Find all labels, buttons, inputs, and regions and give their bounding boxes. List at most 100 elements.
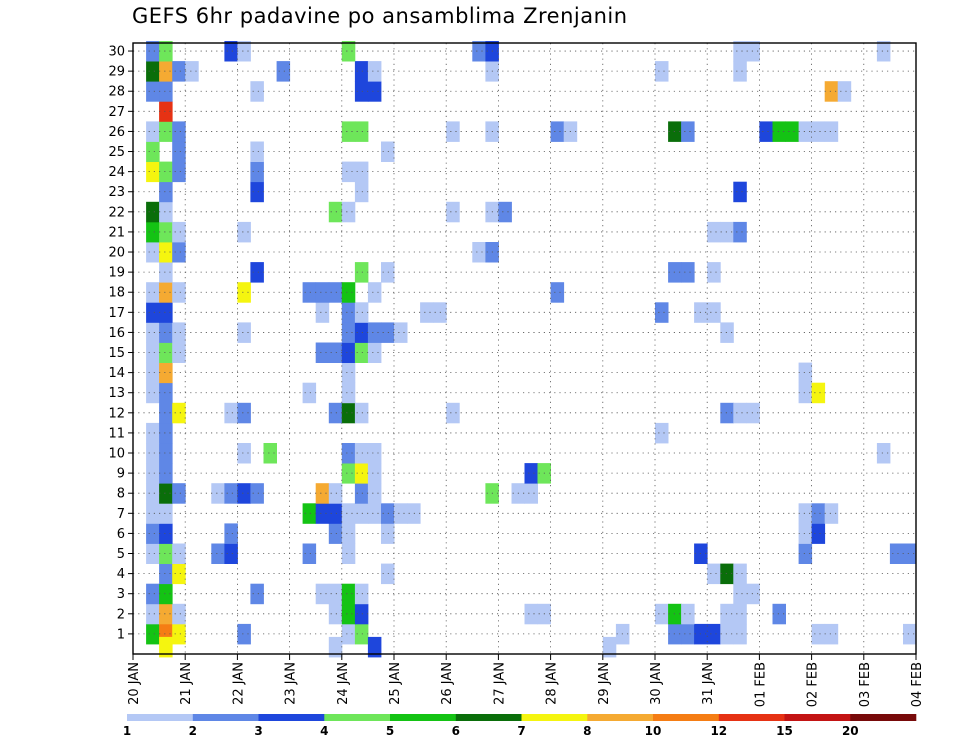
heatmap-cell (159, 603, 173, 625)
heatmap-cell (733, 402, 747, 424)
heatmap-cell (146, 603, 160, 625)
heatmap-cell (367, 503, 382, 524)
heatmap-cell (524, 463, 538, 484)
colorbar-swatch (784, 714, 851, 721)
heatmap-cell (159, 422, 173, 444)
y-tick-label: 13 (108, 386, 125, 401)
heatmap-cell (146, 443, 160, 464)
heatmap-cell (759, 121, 773, 142)
heatmap-cell (381, 141, 395, 162)
heatmap-cell (367, 636, 382, 658)
heatmap-cell (381, 523, 395, 544)
heatmap-cell (354, 342, 369, 363)
heatmap-cell (811, 623, 826, 645)
heatmap-cell (237, 221, 251, 243)
y-tick-label: 25 (108, 145, 125, 160)
colorbar-label: 2 (189, 724, 197, 738)
heatmap-cell (420, 302, 434, 323)
y-tick-label: 4 (117, 567, 125, 582)
heatmap-cell (172, 61, 186, 82)
heatmap-cell (237, 322, 251, 343)
heatmap-cell (354, 463, 369, 484)
colorbar-label: 10 (645, 724, 662, 738)
heatmap-cell (315, 503, 330, 524)
heatmap-cell (315, 583, 330, 605)
heatmap-cell (341, 543, 356, 564)
y-tick-label: 17 (108, 306, 125, 321)
heatmap-cell (524, 483, 538, 504)
heatmap-cell (746, 402, 760, 424)
heatmap-cell (524, 603, 538, 625)
heatmap-cell (720, 322, 734, 343)
x-tick-label: 28 JAN (545, 662, 560, 705)
heatmap-cell (733, 563, 747, 585)
x-tick-label: 26 JAN (440, 662, 455, 705)
heatmap-cell (237, 443, 251, 464)
heatmap-cell (446, 201, 460, 223)
colorbar-label: 4 (320, 724, 328, 738)
heatmap-cell (146, 322, 160, 343)
heatmap-cell (224, 523, 238, 544)
heatmap-cell (733, 221, 747, 243)
heatmap-cell (681, 623, 695, 645)
heatmap-cell (159, 382, 173, 404)
heatmap-cell (328, 201, 343, 223)
heatmap-cell (302, 543, 317, 564)
heatmap-cell (798, 382, 813, 404)
plot-frame (132, 42, 917, 655)
y-tick-label: 22 (108, 205, 125, 220)
heatmap-cell (237, 402, 251, 424)
heatmap-cell (146, 503, 160, 524)
heatmap-cell (472, 41, 486, 62)
x-tick-label: 21 JAN (179, 662, 194, 705)
y-tick-label: 2 (117, 607, 125, 622)
heatmap-cell (811, 503, 826, 524)
heatmap-cell (159, 121, 173, 142)
heatmap-cell (224, 402, 238, 424)
heatmap-cell (146, 41, 160, 62)
heatmap-cell (159, 41, 173, 62)
heatmap-cell (250, 161, 264, 183)
heatmap-cell (146, 302, 160, 323)
heatmap-cell (798, 362, 813, 384)
heatmap-cell (707, 563, 721, 585)
heatmap-cell (903, 543, 917, 564)
heatmap-cell (172, 322, 186, 343)
heatmap-cell (720, 221, 734, 243)
y-tick-label: 12 (108, 406, 125, 421)
heatmap-cell (824, 121, 839, 142)
heatmap-cell (354, 302, 369, 323)
colorbar: 1 2 3 4 5 6 7 8 10 12 15 20 (123, 714, 917, 738)
x-tick-label: 23 JAN (284, 662, 299, 705)
heatmap-cell (367, 322, 382, 343)
heatmap-cell (367, 282, 382, 303)
heatmap-cell (341, 342, 356, 363)
heatmap-cell (237, 282, 251, 303)
colorbar-label: 8 (583, 724, 591, 738)
heatmap-cell (354, 503, 369, 524)
colorbar-swatch (718, 714, 785, 721)
heatmap-cell (159, 523, 173, 544)
heatmap-cell (824, 623, 839, 645)
heatmap-cell (720, 563, 734, 585)
y-tick-label: 15 (108, 346, 125, 361)
heatmap-cell (159, 81, 173, 102)
heatmap-cell (159, 282, 173, 303)
heatmap-cell (354, 322, 369, 343)
heatmap-cell (172, 161, 186, 183)
heatmap-cell (354, 181, 369, 203)
colorbar-label: 20 (842, 724, 859, 738)
heatmap-cell (146, 141, 160, 162)
heatmap-cell (811, 121, 826, 142)
heatmap-cell (172, 603, 186, 625)
heatmap-cell (159, 201, 173, 223)
colorbar-label: 1 (123, 724, 131, 738)
heatmap-cell (341, 201, 356, 223)
heatmap-cell (354, 623, 369, 645)
heatmap-cell (328, 636, 343, 658)
y-tick-label: 6 (117, 527, 125, 542)
colorbar-swatch (192, 714, 259, 721)
heatmap-cell (146, 422, 160, 444)
heatmap-cell (341, 41, 356, 62)
heatmap-cell (328, 603, 343, 625)
